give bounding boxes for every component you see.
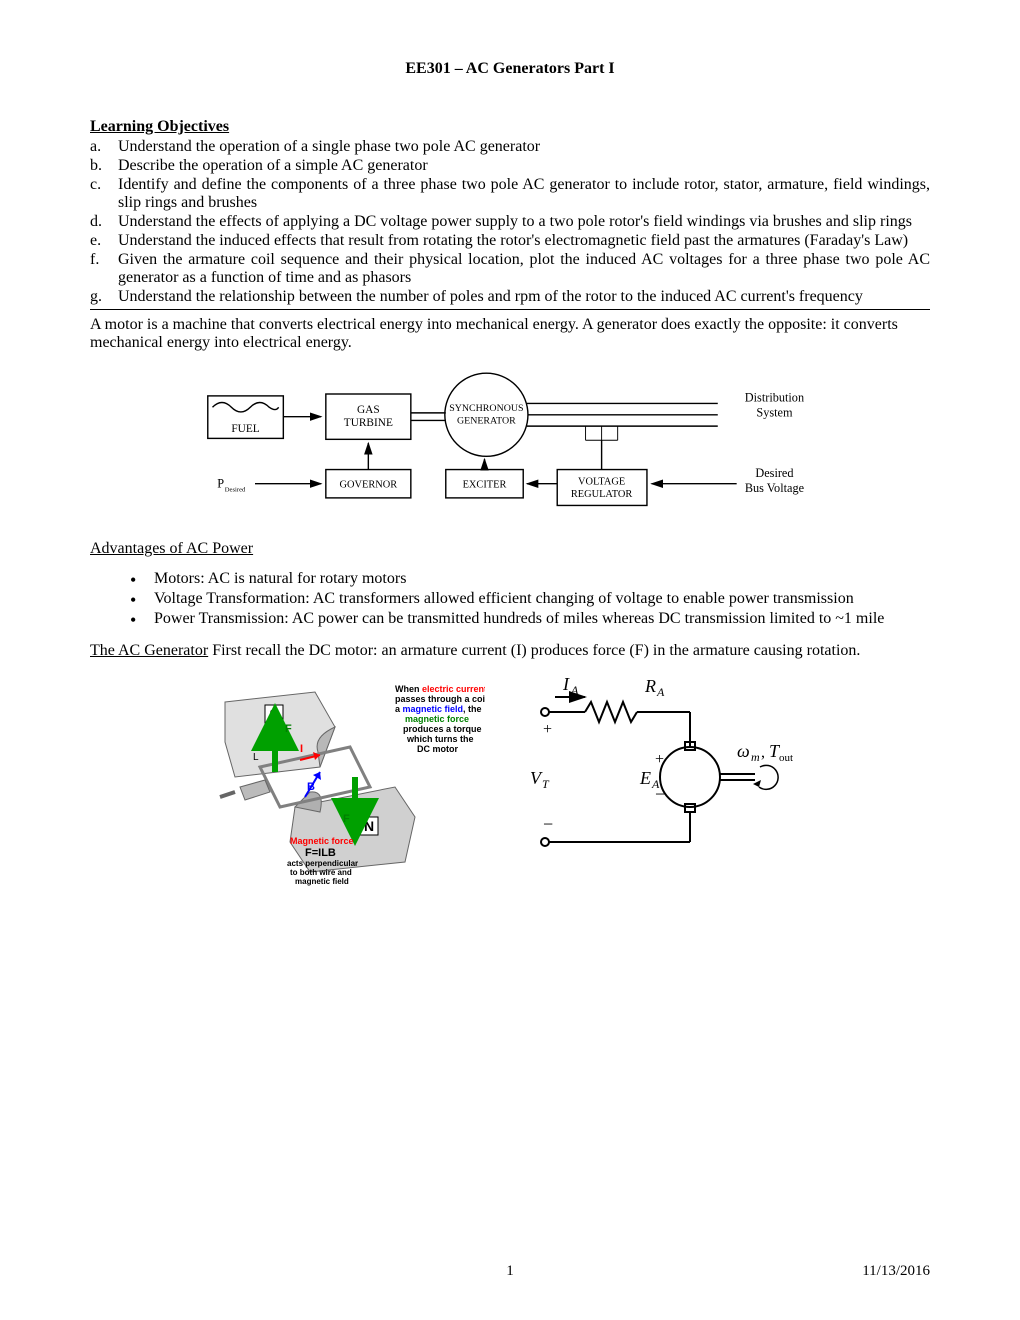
svg-text:,: , [761,744,765,761]
svg-text:a magnetic field, the: a magnetic field, the [395,704,482,714]
svg-text:out: out [779,752,793,764]
motor-diagrams-row: S N F F I L B When electric current pass [90,672,930,892]
svg-text:produces a torque: produces a torque [403,724,482,734]
exciter-label: EXCITER [463,480,507,491]
objective-item: b.Describe the operation of a simple AC … [90,157,930,175]
svg-text:R: R [644,676,656,696]
ac-generator-text: First recall the DC motor: an armature c… [208,642,860,659]
advantage-item: Motors: AC is natural for rotary motors [130,570,930,588]
svg-text:TURBINE: TURBINE [344,417,393,429]
learning-objectives-list: a.Understand the operation of a single p… [90,138,930,310]
objective-letter: f. [90,251,118,287]
svg-text:magnetic force: magnetic force [405,714,469,724]
objective-letter: c. [90,176,118,212]
governor-label: GOVERNOR [340,480,398,491]
advantage-item: Voltage Transformation: AC transformers … [130,590,930,608]
svg-text:VOLTAGE: VOLTAGE [578,477,625,488]
page-number: 1 [506,1263,514,1280]
svg-text:ω: ω [737,741,750,761]
footer-date: 11/13/2016 [862,1263,930,1280]
svg-text:Desired: Desired [755,466,793,480]
objective-letter: a. [90,138,118,156]
svg-text:SYNCHRONOUS: SYNCHRONOUS [449,403,523,414]
svg-text:GAS: GAS [357,404,380,416]
dc-motor-physical-diagram: S N F F I L B When electric current pass [205,672,485,892]
svg-text:Desired: Desired [225,486,246,493]
system-block-diagram: FUEL GAS TURBINE SYNCHRONOUS GENERATOR D… [160,360,860,530]
svg-text:F: F [343,813,350,825]
svg-text:F=ILB: F=ILB [305,847,336,859]
objective-text: Describe the operation of a simple AC ge… [118,157,428,175]
objective-item: c.Identify and define the components of … [90,176,930,212]
svg-text:DC motor: DC motor [417,744,458,754]
svg-text:Bus Voltage: Bus Voltage [745,481,805,495]
svg-text:−: − [543,814,553,834]
dist-system-label: Distribution [745,391,804,405]
objective-letter: e. [90,232,118,250]
fuel-label: FUEL [231,423,259,435]
svg-text:A: A [570,683,579,697]
objective-text: Identify and define the components of a … [118,176,930,212]
svg-text:A: A [651,777,660,791]
svg-text:Magnetic force: Magnetic force [290,836,354,846]
svg-text:E: E [639,768,651,788]
ac-generator-heading: The AC Generator [90,642,208,659]
objective-text: Understand the operation of a single pha… [118,138,540,156]
page-footer: 1 11/13/2016 [90,1263,930,1280]
svg-text:+: + [543,721,552,738]
objective-letter: g. [90,288,118,306]
svg-text:+: + [655,751,664,768]
svg-text:passes through a coil in: passes through a coil in [395,694,485,704]
objective-letter: b. [90,157,118,175]
objective-text: Understand the induced effects that resu… [118,232,908,250]
svg-text:GENERATOR: GENERATOR [457,415,516,426]
dc-motor-circuit-diagram: I A R A + − E A ω m , T out + − [515,672,815,872]
advantage-item: Power Transmission: AC power can be tran… [130,610,930,628]
svg-text:which turns the: which turns the [406,734,474,744]
svg-text:m: m [751,750,760,764]
svg-text:to both wire and: to both wire and [290,868,352,877]
objective-text: Given the armature coil sequence and the… [118,251,930,287]
advantages-list: Motors: AC is natural for rotary motors … [90,570,930,628]
advantages-heading: Advantages of AC Power [90,540,930,558]
svg-text:T: T [542,777,550,791]
page-title: EE301 – AC Generators Part I [90,60,930,78]
svg-text:When electric current: When electric current [395,684,485,694]
svg-text:P: P [217,477,224,491]
svg-text:F: F [285,723,292,735]
svg-text:S: S [269,706,278,722]
svg-text:N: N [364,818,374,834]
objective-item: f.Given the armature coil sequence and t… [90,251,930,287]
objective-text: Understand the effects of applying a DC … [118,213,912,231]
objective-item: a.Understand the operation of a single p… [90,138,930,156]
svg-text:L: L [253,752,259,763]
svg-text:System: System [756,406,793,420]
learning-objectives-heading: Learning Objectives [90,118,930,136]
objective-item: e.Understand the induced effects that re… [90,232,930,250]
svg-text:B: B [307,781,315,793]
intro-paragraph: A motor is a machine that converts elect… [90,316,930,352]
svg-text:magnetic field: magnetic field [295,877,349,886]
svg-text:acts perpendicular: acts perpendicular [287,859,358,868]
svg-text:A: A [656,685,665,699]
objective-letter: d. [90,213,118,231]
objective-text: Understand the relationship between the … [118,288,863,306]
ac-generator-paragraph: The AC Generator First recall the DC mot… [90,642,930,660]
objective-item: g.Understand the relationship between th… [90,288,930,306]
objective-item: d.Understand the effects of applying a D… [90,213,930,231]
svg-text:I: I [300,743,303,755]
svg-text:REGULATOR: REGULATOR [571,489,633,500]
svg-text:I: I [562,674,570,694]
